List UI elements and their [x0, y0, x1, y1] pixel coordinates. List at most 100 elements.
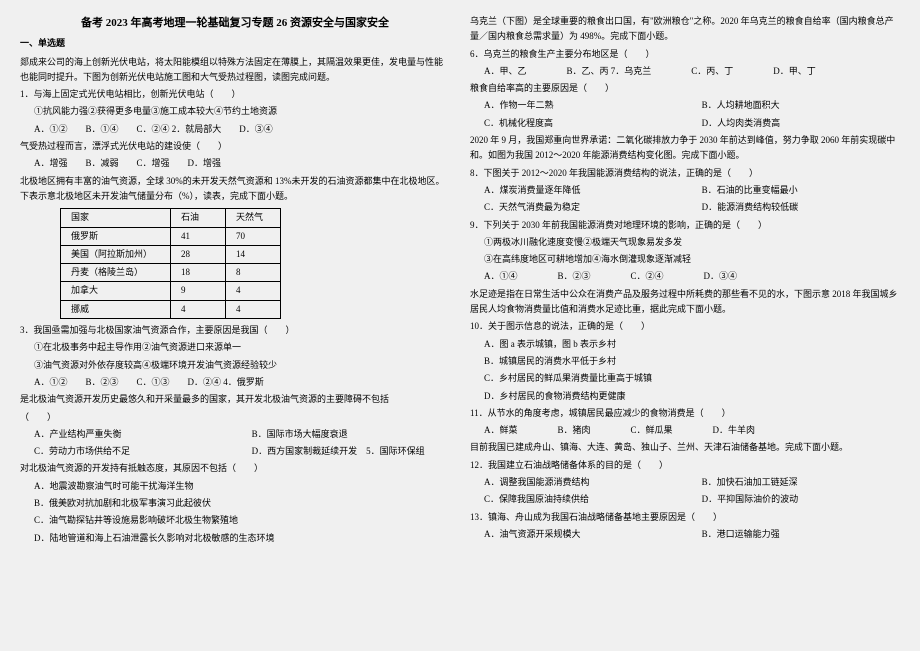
- table-row: 加拿大94: [61, 282, 281, 300]
- q5-passage: 对北极油气资源的开发持有抵触态度，其原因不包括（ ）: [20, 461, 450, 476]
- q7-opts-cd: C．机械化程度高 D．人均肉类消费高: [484, 116, 900, 131]
- q10-opt-c: C．乡村居民的鲜瓜果消费量比重高于城镇: [484, 371, 900, 386]
- q3-sub1: ①在北极事务中起主导作用②油气资源进口来源单一: [34, 340, 450, 355]
- passage-3: 北极地区拥有丰富的油气资源，全球 30%的未开发天然气资源和 13%未开发的石油…: [20, 174, 450, 205]
- q7-stem: 粮食自给率高的主要原因是（ ）: [470, 81, 900, 96]
- q12-opts-cd: C．保障我国原油持续供给 D．平抑国际油价的波动: [484, 492, 900, 507]
- q6-stem: 6．乌克兰的粮食生产主要分布地区是（ ）: [470, 47, 900, 62]
- q10-opt-a: A．图 a 表示城镇，图 b 表示乡村: [484, 337, 900, 352]
- q4-passage: 是北极油气资源开发历史最悠久和开采量最多的国家，其开发北极油气资源的主要障碍不包…: [20, 392, 450, 407]
- q10-opt-b: B．城镇居民的消费水平低于乡村: [484, 354, 900, 369]
- q5-opt-c: C．油气勘探钻井等设施易影响破坏北极生物繁殖地: [34, 513, 450, 528]
- q9-sub1: ①两极冰川融化速度变慢②极端天气现象易发多发: [484, 235, 900, 250]
- q8-opt-d: D．能源消费结构较低碳: [702, 200, 799, 215]
- q3-stem: 3．我国亟需加强与北极国家油气资源合作，主要原因是我国（ ）: [20, 323, 450, 338]
- q8-opt-a: A．煤炭消费量逐年降低: [484, 183, 684, 198]
- passage-6: 乌克兰（下图）是全球重要的粮食出口国，有"欧洲粮仓"之称。2020 年乌克兰的粮…: [470, 14, 900, 45]
- q9-opt-b: B．②③: [558, 269, 591, 284]
- q6-options: A．甲、乙 B．乙、丙 7．乌克兰 C．丙、丁 D．甲、丁: [484, 64, 900, 79]
- q4-opt-d: D．西方国家制裁延续开发 5．国际环保组: [252, 444, 425, 459]
- q9-opt-d: D．③④: [704, 269, 738, 284]
- q3-opt-b: B．②③: [86, 375, 119, 390]
- q5-opt-d: D．陆地管道和海上石油泄露长久影响对北极敏感的生态环境: [34, 531, 450, 546]
- q4-opt-a: A．产业结构严重失衡: [34, 427, 234, 442]
- q8-stem: 8．下图关于 2012～2020 年我国能源消费结构的说法，正确的是（ ）: [470, 166, 900, 181]
- q4-opts-cd: C．劳动力市场供给不足 D．西方国家制裁延续开发 5．国际环保组: [34, 444, 450, 459]
- q6-opt-d: D．甲、丁: [773, 64, 816, 79]
- q1-opt-c: C．②④ 2．就局部大: [137, 122, 222, 137]
- q10-stem: 10．关于图示信息的说法，正确的是（ ）: [470, 319, 900, 334]
- q3-sub2: ③油气资源对外依存度较高④极端环境开发油气资源经验较少: [34, 358, 450, 373]
- q4-open: （ ）: [20, 410, 450, 425]
- q10-opt-d: D．乡村居民的食物消费结构更健康: [484, 389, 900, 404]
- q6-opt-a: A．甲、乙: [484, 64, 527, 79]
- q12-opt-d: D．平抑国际油价的波动: [702, 492, 799, 507]
- q2-options: A．增强 B．减弱 C．增强 D．增强: [34, 156, 450, 171]
- q13-stem: 13．镇海、舟山成为我国石油战略储备基地主要原因是（ ）: [470, 510, 900, 525]
- passage-12: 目前我国已建成舟山、镇海、大连、黄岛、独山子、兰州、天津石油储备基地。完成下面小…: [470, 440, 900, 455]
- q12-stem: 12．我国建立石油战略储备体系的目的是（ ）: [470, 458, 900, 473]
- passage-8: 2020 年 9 月，我国郑重向世界承诺：二氧化碳排放力争于 2030 年前达到…: [470, 133, 900, 164]
- q12-opt-c: C．保障我国原油持续供给: [484, 492, 684, 507]
- q13-opt-b: B．港口运输能力强: [702, 527, 780, 542]
- q8-opts-cd: C．天然气消费最为稳定 D．能源消费结构较低碳: [484, 200, 900, 215]
- q11-stem: 11．从节水的角度考虑，城镇居民最应减少的食物消费是（ ）: [470, 406, 900, 421]
- q2-opt-c: C．增强: [137, 156, 170, 171]
- passage-1: 郯成来公司的海上创新光伏电站，将太阳能模组以特殊方法固定在薄膜上，其隔温效果更佳…: [20, 55, 450, 86]
- q1-opt-a: A．①②: [34, 122, 68, 137]
- q7-opt-c: C．机械化程度高: [484, 116, 684, 131]
- q8-opt-c: C．天然气消费最为稳定: [484, 200, 684, 215]
- q1-subitems: ①抗风能力强②获得更多电量③施工成本较大④节约土地资源: [34, 104, 450, 119]
- q9-opt-c: C．②④: [631, 269, 664, 284]
- doc-title: 备考 2023 年高考地理一轮基础复习专题 26 资源安全与国家安全: [50, 16, 420, 30]
- q9-options: A．①④ B．②③ C．②④ D．③④: [484, 269, 900, 284]
- passage-10: 水足迹是指在日常生活中公众在消费产品及服务过程中所耗费的那些看不见的水，下图示意…: [470, 287, 900, 318]
- q7-opt-a: A．作物一年二熟: [484, 98, 684, 113]
- q2-opt-a: A．增强: [34, 156, 68, 171]
- q11-options: A．鲜菜 B．猪肉 C．鲜瓜果 D．牛羊肉: [484, 423, 900, 438]
- q9-stem: 9．下列关于 2030 年前我国能源消费对地理环境的影响，正确的是（ ）: [470, 218, 900, 233]
- q9-sub2: ③在高纬度地区可耕地增加④海水倒灌现象逐渐减轻: [484, 252, 900, 267]
- table-row: 美国（阿拉斯加州）2814: [61, 245, 281, 263]
- table-header: 国家 石油 天然气: [61, 209, 281, 227]
- arctic-table: 国家 石油 天然气 俄罗斯4170 美国（阿拉斯加州）2814 丹麦（格陵兰岛）…: [60, 208, 281, 319]
- table-row: 挪威44: [61, 300, 281, 318]
- q2-stem: 气受热过程而言，漂浮式光伏电站的建设使（ ）: [20, 139, 450, 154]
- q4-opt-b: B．国际市场大幅度衰退: [252, 427, 348, 442]
- th-gas: 天然气: [226, 209, 281, 227]
- q6-opt-b: B．乙、丙 7．乌克兰: [567, 64, 652, 79]
- q2-opt-d: D．增强: [188, 156, 222, 171]
- q2-opt-b: B．减弱: [86, 156, 119, 171]
- q12-opts-ab: A．调整我国能源消费结构 B．加快石油加工链延深: [484, 475, 900, 490]
- q13-opt-a: A．油气资源开采规模大: [484, 527, 684, 542]
- q5-opt-b: B．俄美欧对抗加剧和北极军事演习此起彼伏: [34, 496, 450, 511]
- q13-opts-ab: A．油气资源开采规模大 B．港口运输能力强: [484, 527, 900, 542]
- q8-opts-ab: A．煤炭消费量逐年降低 B．石油的比重变幅最小: [484, 183, 900, 198]
- q11-opt-a: A．鲜菜: [484, 423, 518, 438]
- th-oil: 石油: [171, 209, 226, 227]
- q7-opts-ab: A．作物一年二熟 B．人均耕地面积大: [484, 98, 900, 113]
- q1-options: A．①② B．①④ C．②④ 2．就局部大 D．③④: [34, 122, 450, 137]
- q3-options: A．①② B．②③ C．①③ D．②④ 4．俄罗斯: [34, 375, 450, 390]
- q5-opt-a: A．地震波勘察油气时可能干扰海洋生物: [34, 479, 450, 494]
- q7-opt-d: D．人均肉类消费高: [702, 116, 781, 131]
- table-row: 俄罗斯4170: [61, 227, 281, 245]
- q8-opt-b: B．石油的比重变幅最小: [702, 183, 798, 198]
- q4-opts-ab: A．产业结构严重失衡 B．国际市场大幅度衰退: [34, 427, 450, 442]
- th-country: 国家: [61, 209, 171, 227]
- q11-opt-c: C．鲜瓜果: [631, 423, 673, 438]
- q1-stem: 1．与海上固定式光伏电站相比，创新光伏电站（ ）: [20, 87, 450, 102]
- q4-opt-c: C．劳动力市场供给不足: [34, 444, 234, 459]
- table-row: 丹麦（格陵兰岛）188: [61, 264, 281, 282]
- q11-opt-d: D．牛羊肉: [713, 423, 756, 438]
- q6-opt-c: C．丙、丁: [691, 64, 733, 79]
- q3-opt-a: A．①②: [34, 375, 68, 390]
- q11-opt-b: B．猪肉: [558, 423, 591, 438]
- q9-opt-a: A．①④: [484, 269, 518, 284]
- q3-opt-c: C．①③: [137, 375, 170, 390]
- q12-opt-a: A．调整我国能源消费结构: [484, 475, 684, 490]
- q12-opt-b: B．加快石油加工链延深: [702, 475, 798, 490]
- q1-opt-b: B．①④: [86, 122, 119, 137]
- q1-opt-d: D．③④: [239, 122, 273, 137]
- q3-opt-d: D．②④ 4．俄罗斯: [188, 375, 264, 390]
